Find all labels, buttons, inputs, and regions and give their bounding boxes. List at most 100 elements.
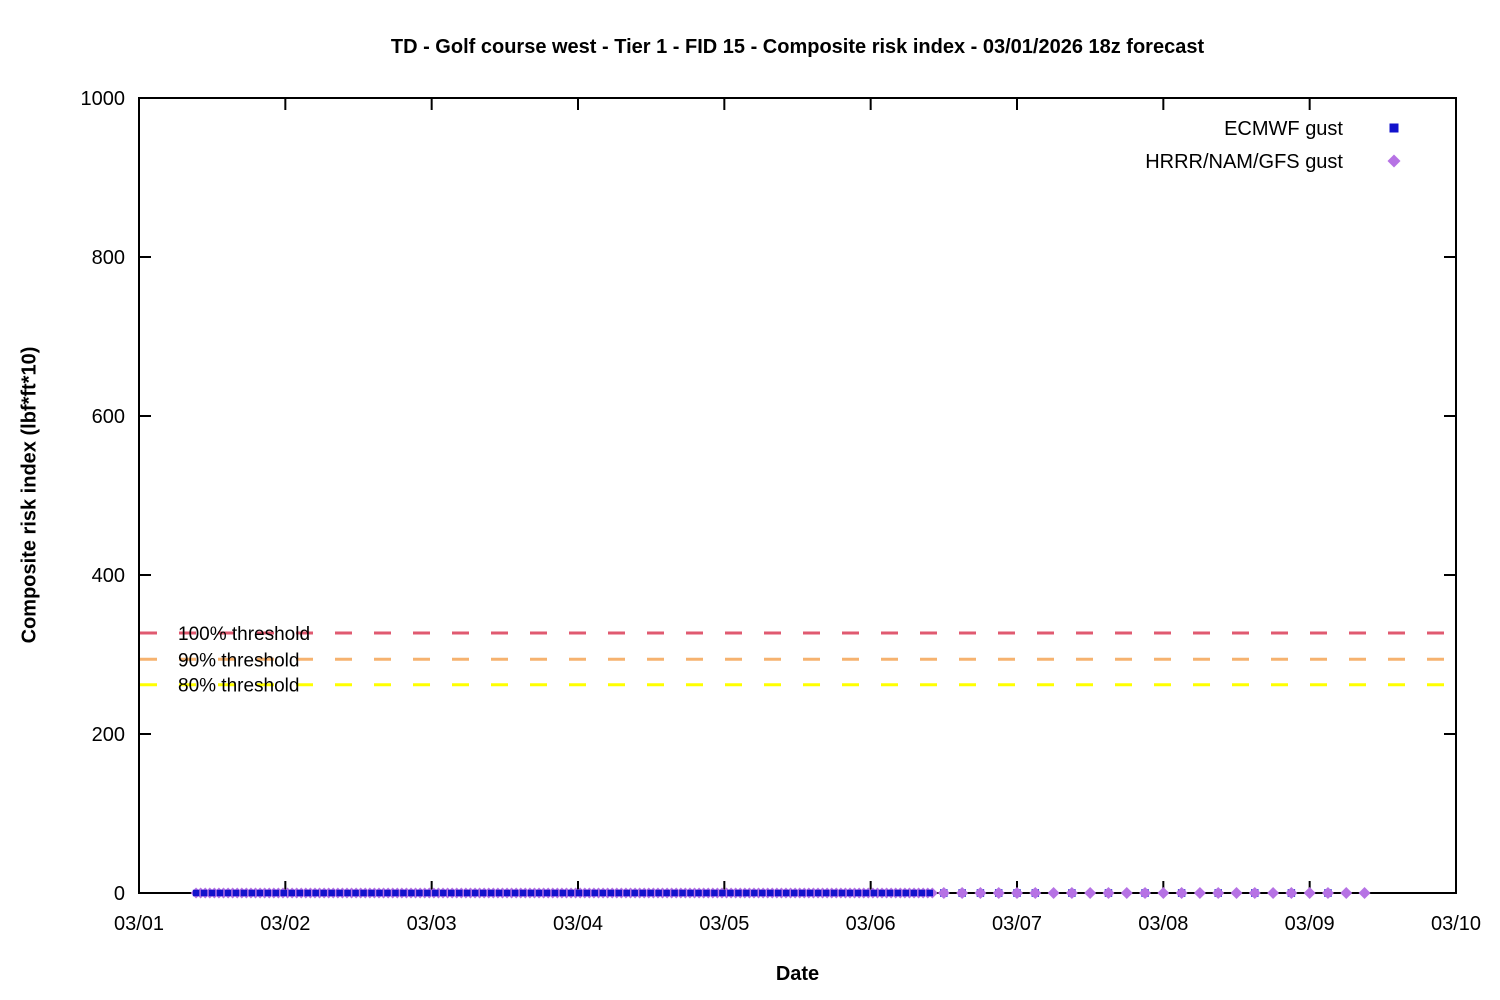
ecmwf-marker (296, 889, 303, 897)
hrrr-marker (992, 887, 1005, 899)
ecmwf-marker (487, 889, 495, 897)
hrrr-marker (1303, 887, 1316, 899)
x-tick-label: 03/06 (846, 913, 896, 935)
ecmwf-marker (591, 889, 599, 897)
ecmwf-marker (352, 889, 359, 897)
ecmwf-marker (344, 889, 351, 897)
ecmwf-marker (822, 889, 830, 897)
ecmwf-marker (679, 889, 686, 897)
legend-label-ecmwf: ECMWF gust (1224, 118, 1343, 140)
ecmwf-marker (376, 889, 383, 897)
ecmwf-marker (902, 889, 910, 897)
ecmwf-marker (790, 889, 798, 897)
ecmwf-marker (368, 889, 375, 897)
ecmwf-marker (798, 889, 806, 897)
ecmwf-marker (495, 889, 503, 897)
x-tick-label: 03/05 (699, 913, 749, 935)
ecmwf-marker (631, 889, 638, 897)
ecmwf-marker (910, 889, 918, 897)
y-tick-label: 0 (114, 883, 125, 905)
legend-label-hrrr: HRRR/NAM/GFS gust (1145, 151, 1343, 173)
ecmwf-marker (878, 889, 886, 897)
ecmwf-marker (759, 889, 766, 897)
ecmwf-marker (663, 889, 670, 897)
plot-border (138, 97, 1457, 894)
y-tick-label: 800 (92, 247, 125, 269)
ecmwf-marker (543, 889, 551, 897)
ecmwf-marker (806, 889, 814, 897)
ecmwf-marker (216, 889, 224, 897)
ecmwf-marker (735, 889, 742, 897)
ecmwf-marker (320, 889, 327, 897)
ecmwf-marker (695, 889, 702, 897)
ecmwf-marker (432, 889, 439, 897)
x-tick-label: 03/01 (114, 913, 164, 935)
hrrr-marker (1358, 887, 1371, 899)
hrrr-marker (1212, 887, 1225, 899)
ecmwf-marker (782, 889, 790, 897)
ecmwf-marker (208, 889, 216, 897)
x-axis-label: Date (775, 963, 820, 985)
ecmwf-marker (448, 889, 455, 897)
ecmwf-marker (767, 889, 774, 897)
ecmwf-marker (511, 889, 519, 897)
ecmwf-marker (567, 889, 575, 897)
hrrr-marker (1230, 887, 1243, 899)
threshold-label: 90% threshold (178, 650, 299, 671)
ecmwf-marker (256, 889, 264, 897)
legend-marker-ecmwf (1389, 123, 1399, 133)
ecmwf-marker (360, 889, 367, 897)
ecmwf-marker (615, 889, 623, 897)
ecmwf-marker (264, 889, 272, 897)
hrrr-marker (1084, 887, 1097, 899)
ecmwf-marker (743, 889, 750, 897)
ecmwf-marker (503, 889, 511, 897)
ecmwf-marker (424, 889, 431, 897)
hrrr-marker (956, 887, 969, 899)
ecmwf-marker (336, 889, 343, 897)
ecmwf-marker (599, 889, 607, 897)
ecmwf-marker (655, 889, 662, 897)
ecmwf-marker (192, 889, 200, 897)
hrrr-marker (1102, 887, 1115, 899)
ecmwf-marker (639, 889, 646, 897)
ecmwf-marker (559, 889, 567, 897)
hrrr-marker (1248, 887, 1261, 899)
hrrr-marker (1065, 887, 1078, 899)
x-tick-label: 03/03 (407, 913, 457, 935)
ecmwf-marker (456, 889, 463, 897)
ecmwf-marker (463, 889, 471, 897)
ecmwf-marker (775, 889, 782, 897)
threshold-label: 80% threshold (178, 676, 299, 697)
ecmwf-marker (647, 889, 654, 897)
hrrr-marker (1139, 887, 1152, 899)
ecmwf-marker (870, 889, 878, 897)
x-tick-label: 03/09 (1285, 913, 1335, 935)
ecmwf-marker (623, 889, 630, 897)
x-tick-label: 03/08 (1138, 913, 1188, 935)
y-tick-label: 1000 (81, 88, 126, 110)
x-tick-label: 03/02 (260, 913, 310, 935)
x-tick-label: 03/04 (553, 913, 603, 935)
ecmwf-marker (224, 889, 232, 897)
ecmwf-marker (535, 889, 543, 897)
ecmwf-marker (814, 889, 822, 897)
hrrr-marker (1011, 887, 1023, 899)
ecmwf-marker (479, 889, 487, 897)
ecmwf-marker (671, 889, 678, 897)
ecmwf-marker (926, 889, 934, 897)
ecmwf-marker (408, 889, 415, 897)
ecmwf-marker (751, 889, 758, 897)
ecmwf-marker (400, 889, 407, 897)
ecmwf-marker (575, 889, 583, 897)
ecmwf-marker (846, 889, 854, 897)
hrrr-marker (1175, 887, 1188, 899)
ecmwf-marker (854, 889, 862, 897)
ecmwf-marker (328, 889, 335, 897)
y-tick-label: 200 (92, 724, 125, 746)
ecmwf-marker (830, 889, 838, 897)
ecmwf-marker (719, 889, 726, 897)
ecmwf-marker (519, 889, 527, 897)
